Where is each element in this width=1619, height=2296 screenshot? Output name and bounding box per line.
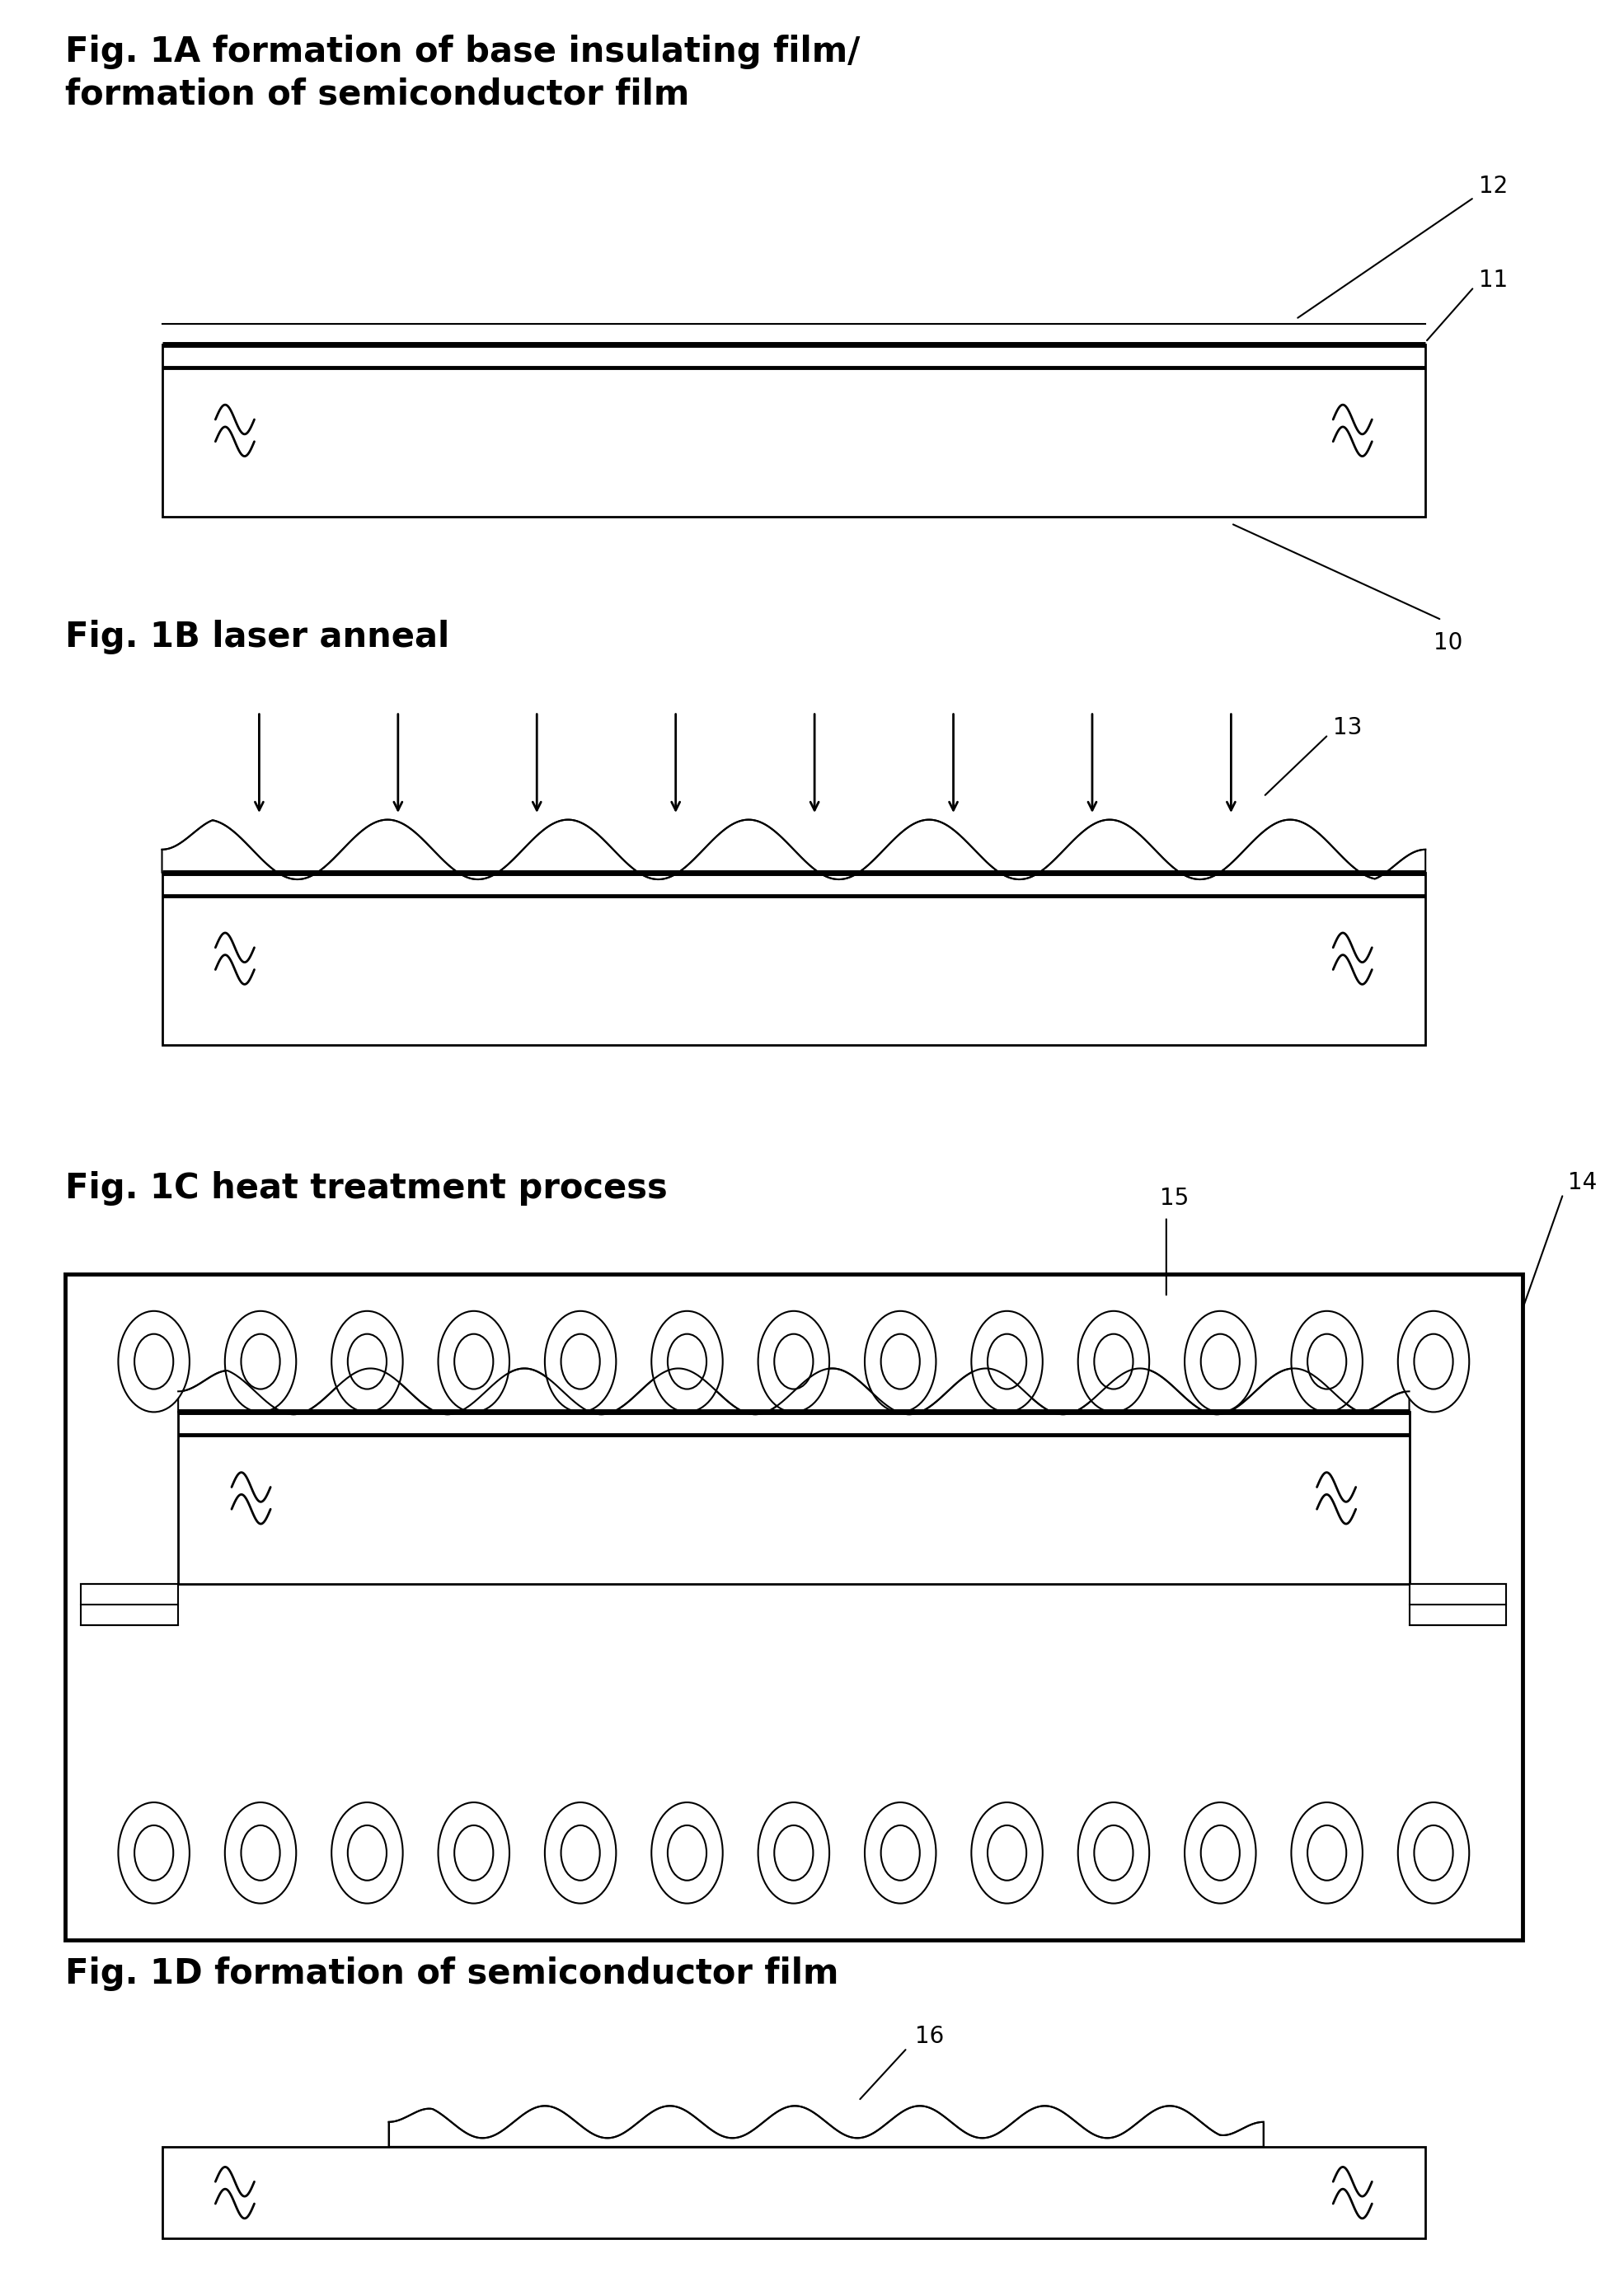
Circle shape [758, 1311, 829, 1412]
Circle shape [118, 1311, 189, 1412]
Text: Fig. 1A formation of base insulating film/
formation of semiconductor film: Fig. 1A formation of base insulating fil… [65, 34, 860, 113]
Circle shape [774, 1825, 813, 1880]
Text: 11: 11 [1478, 269, 1507, 292]
Circle shape [1183, 1311, 1255, 1412]
Circle shape [118, 1802, 189, 1903]
Circle shape [865, 1802, 936, 1903]
Circle shape [453, 1825, 494, 1880]
Circle shape [1094, 1825, 1132, 1880]
Circle shape [560, 1334, 599, 1389]
Circle shape [1397, 1311, 1468, 1412]
Circle shape [544, 1802, 615, 1903]
Text: 16: 16 [915, 2025, 944, 2048]
Circle shape [332, 1802, 403, 1903]
Circle shape [134, 1334, 173, 1389]
Circle shape [225, 1311, 296, 1412]
Text: Fig. 1B laser anneal: Fig. 1B laser anneal [65, 620, 448, 654]
Circle shape [1397, 1802, 1468, 1903]
Circle shape [348, 1825, 387, 1880]
Circle shape [1290, 1311, 1362, 1412]
Circle shape [332, 1311, 403, 1412]
Bar [65, 1274, 1522, 1940]
Text: Fig. 1C heat treatment process: Fig. 1C heat treatment process [65, 1171, 667, 1205]
Circle shape [865, 1311, 936, 1412]
Circle shape [134, 1825, 173, 1880]
Bar [81, 1584, 178, 1626]
Circle shape [1290, 1802, 1362, 1903]
Circle shape [988, 1825, 1026, 1880]
Polygon shape [178, 1368, 1409, 1414]
Circle shape [1413, 1334, 1452, 1389]
Circle shape [225, 1802, 296, 1903]
Circle shape [1413, 1825, 1452, 1880]
Circle shape [971, 1311, 1043, 1412]
Bar [162, 2147, 1425, 2239]
Polygon shape [389, 2105, 1263, 2147]
Circle shape [560, 1825, 599, 1880]
Bar [162, 872, 1425, 1045]
Circle shape [437, 1311, 510, 1412]
Circle shape [651, 1802, 722, 1903]
Text: 13: 13 [1332, 716, 1362, 739]
Circle shape [241, 1334, 280, 1389]
Circle shape [348, 1334, 387, 1389]
Circle shape [1094, 1334, 1132, 1389]
Bar [162, 344, 1425, 517]
Circle shape [881, 1825, 920, 1880]
Circle shape [1200, 1334, 1239, 1389]
Circle shape [1077, 1802, 1148, 1903]
Circle shape [988, 1334, 1026, 1389]
Circle shape [241, 1825, 280, 1880]
Text: 15: 15 [1159, 1187, 1188, 1210]
Bar [1409, 1584, 1506, 1626]
Bar [178, 1412, 1409, 1584]
Circle shape [453, 1334, 494, 1389]
Circle shape [1307, 1825, 1345, 1880]
Circle shape [758, 1802, 829, 1903]
Text: Fig. 1D formation of semiconductor film: Fig. 1D formation of semiconductor film [65, 1956, 839, 1991]
Circle shape [881, 1334, 920, 1389]
Circle shape [544, 1311, 615, 1412]
Circle shape [1077, 1311, 1148, 1412]
Circle shape [667, 1334, 706, 1389]
Circle shape [774, 1334, 813, 1389]
Circle shape [1183, 1802, 1255, 1903]
Circle shape [437, 1802, 510, 1903]
Circle shape [667, 1825, 706, 1880]
Circle shape [1307, 1334, 1345, 1389]
Polygon shape [162, 820, 1425, 879]
Circle shape [971, 1802, 1043, 1903]
Circle shape [1200, 1825, 1239, 1880]
Text: 14: 14 [1567, 1171, 1596, 1194]
Text: 12: 12 [1478, 174, 1507, 197]
Text: 10: 10 [1433, 631, 1462, 654]
Circle shape [651, 1311, 722, 1412]
